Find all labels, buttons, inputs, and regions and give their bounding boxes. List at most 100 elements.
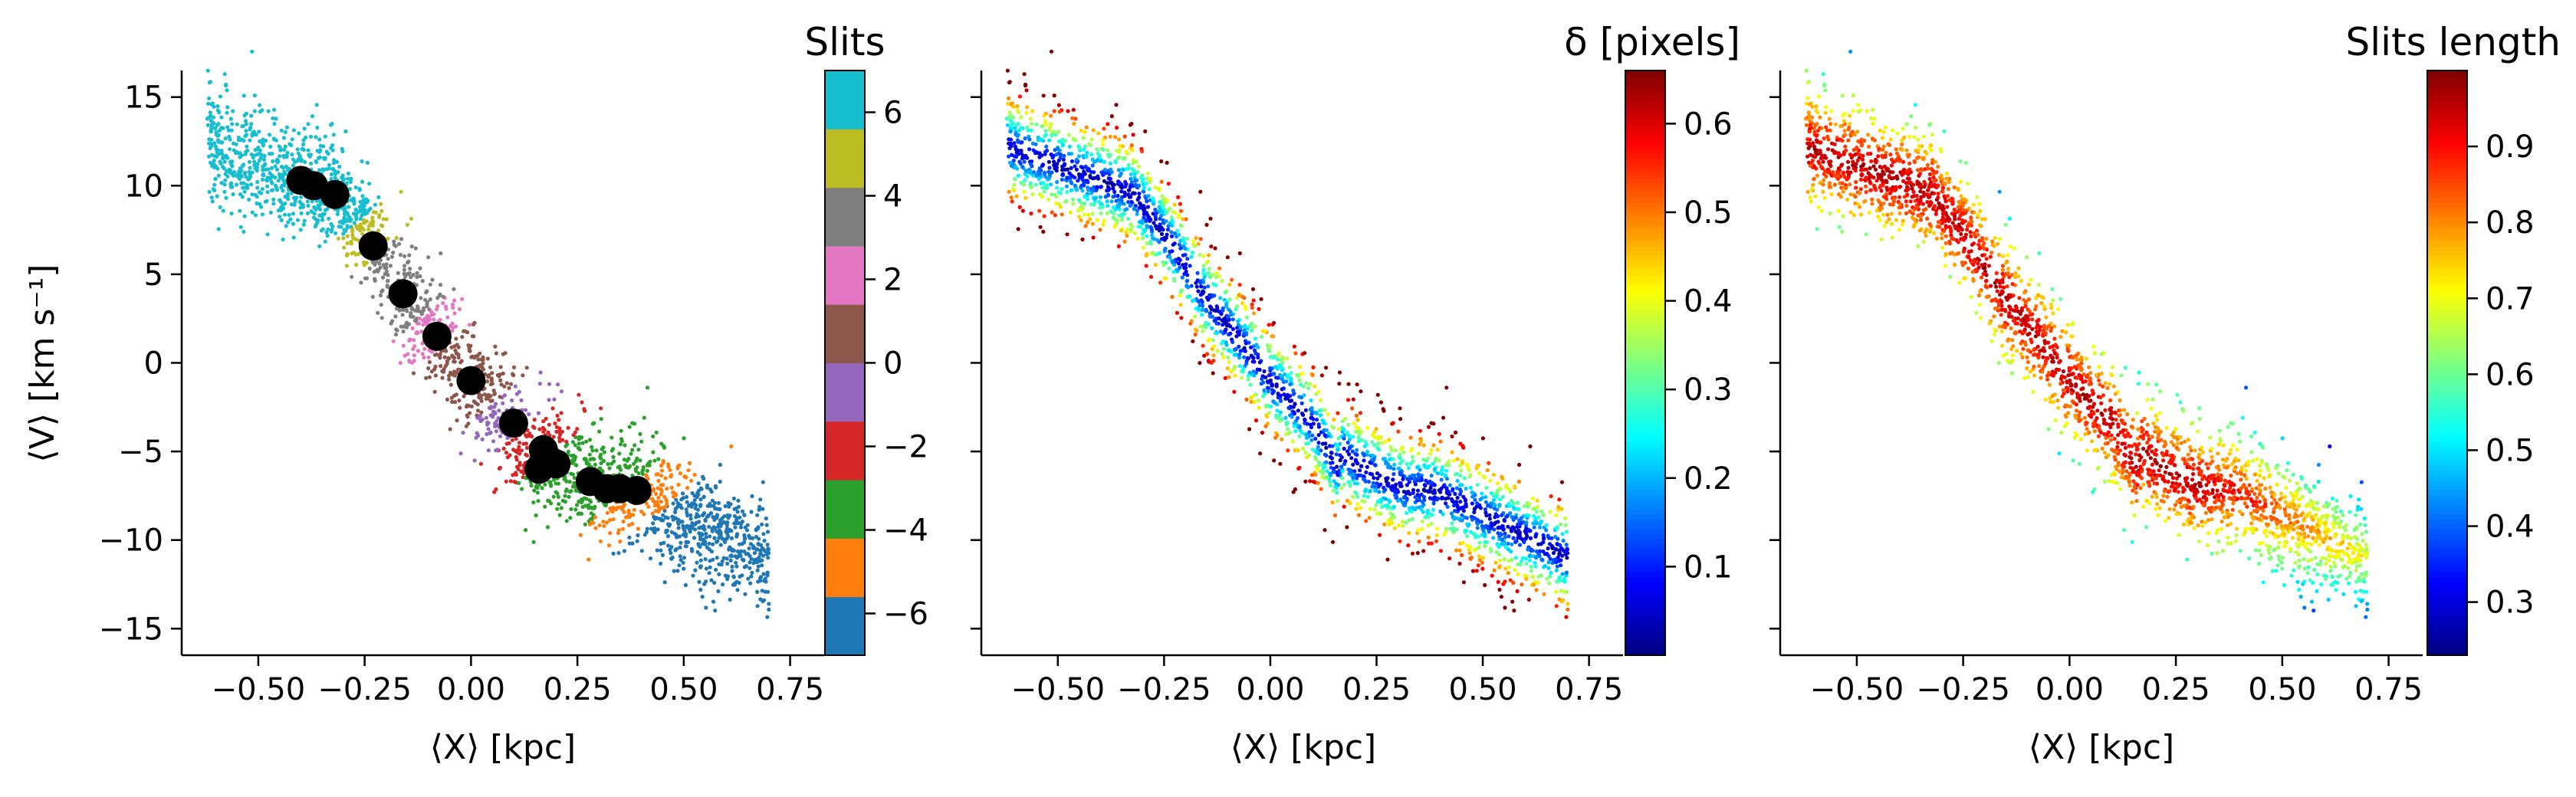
- scatter-point: [1122, 134, 1127, 139]
- scatter-point: [454, 336, 458, 341]
- scatter-point: [1483, 540, 1487, 545]
- scatter-point: [409, 311, 413, 316]
- scatter-point: [1532, 525, 1536, 530]
- scatter-point: [343, 206, 347, 211]
- scatter-point: [1046, 176, 1051, 181]
- scatter-point: [678, 520, 684, 524]
- scatter-point: [501, 446, 506, 451]
- scatter-point: [242, 172, 247, 176]
- scatter-point: [1382, 408, 1386, 413]
- scatter-point: [1534, 510, 1539, 514]
- scatter-point: [1560, 547, 1565, 552]
- scatter-point: [728, 597, 732, 602]
- scatter-point: [1198, 253, 1202, 257]
- scatter-point: [1194, 236, 1198, 241]
- scatter-point: [1293, 487, 1297, 492]
- scatter-point: [1184, 262, 1188, 267]
- scatter-point: [317, 168, 322, 172]
- scatter-point: [1118, 201, 1122, 206]
- scatter-point: [1202, 353, 1207, 358]
- scatter-point: [724, 521, 729, 526]
- scatter-point: [255, 185, 260, 190]
- scatter-point: [713, 526, 718, 531]
- scatter-point: [266, 109, 271, 113]
- scatter-point: [290, 153, 294, 157]
- scatter-point: [1148, 274, 1154, 279]
- scatter-point: [712, 500, 718, 506]
- scatter-point: [618, 540, 623, 544]
- scatter-point: [1458, 489, 1464, 494]
- scatter-point: [261, 172, 266, 176]
- scatter-point: [332, 169, 337, 173]
- scatter-point: [1022, 159, 1027, 164]
- scatter-point: [1487, 530, 1491, 534]
- scatter-point: [1357, 513, 1362, 517]
- scatter-point: [1095, 185, 1099, 189]
- scatter-point: [299, 211, 304, 215]
- scatter-point: [362, 263, 366, 267]
- scatter-point: [269, 166, 274, 170]
- scatter-point: [1320, 441, 1326, 446]
- scatter-point: [648, 556, 653, 561]
- scatter-point: [332, 158, 337, 162]
- scatter-point: [708, 534, 712, 539]
- scatter-point: [278, 146, 283, 151]
- scatter-point: [673, 510, 678, 515]
- scatter-point: [1089, 153, 1094, 157]
- scatter-point: [616, 465, 620, 470]
- scatter-point: [639, 549, 644, 553]
- scatter-point: [1145, 176, 1150, 181]
- scatter-point: [1551, 558, 1556, 562]
- scatter-point: [1398, 452, 1402, 457]
- scatter-point: [331, 133, 336, 137]
- scatter-point: [1557, 548, 1562, 553]
- scatter-point: [1488, 546, 1493, 551]
- scatter-point: [1181, 217, 1185, 221]
- scatter-point: [698, 587, 703, 592]
- scatter-point: [1125, 227, 1130, 231]
- scatter-point: [394, 236, 399, 241]
- scatter-point: [1342, 461, 1346, 467]
- colorbar-tick-label: 4: [883, 179, 902, 215]
- scatter-point: [1497, 497, 1502, 502]
- scatter-point: [1266, 389, 1270, 394]
- scatter-point: [590, 448, 595, 453]
- scatter-point: [1168, 254, 1172, 260]
- scatter-point: [730, 569, 734, 573]
- scatter-point: [765, 530, 770, 534]
- scatter-point: [1200, 300, 1204, 304]
- scatter-point: [1375, 476, 1380, 480]
- scatter-point: [348, 179, 353, 184]
- scatter-point: [665, 534, 671, 539]
- scatter-point: [1148, 179, 1152, 184]
- scatter-point: [242, 214, 247, 218]
- scatter-point: [534, 484, 538, 489]
- scatter-point: [544, 416, 548, 421]
- scatter-point: [1472, 510, 1477, 515]
- scatter-point: [245, 185, 250, 190]
- scatter-point: [1564, 615, 1569, 619]
- scatter-point: [1037, 166, 1042, 171]
- scatter-point: [421, 323, 426, 327]
- scatter-point: [761, 532, 766, 536]
- scatter-point: [517, 480, 521, 486]
- scatter-point: [669, 551, 673, 556]
- scatter-point: [260, 177, 264, 182]
- scatter-point: [283, 130, 288, 134]
- scatter-point: [712, 580, 717, 585]
- scatter-point: [1010, 115, 1016, 120]
- scatter-point: [556, 494, 560, 500]
- scatter-point: [402, 267, 407, 272]
- scatter-point: [583, 408, 587, 413]
- scatter-point: [1097, 199, 1102, 204]
- scatter-point: [315, 149, 320, 153]
- scatter-point: [574, 503, 580, 507]
- scatter-point: [1451, 500, 1456, 504]
- scatter-point: [1191, 298, 1196, 303]
- scatter-point: [1210, 326, 1214, 330]
- scatter-point: [1114, 103, 1119, 107]
- scatter-point: [271, 197, 276, 202]
- scatter-point: [1244, 397, 1249, 402]
- scatter-point: [1178, 293, 1182, 298]
- scatter-point: [652, 529, 657, 534]
